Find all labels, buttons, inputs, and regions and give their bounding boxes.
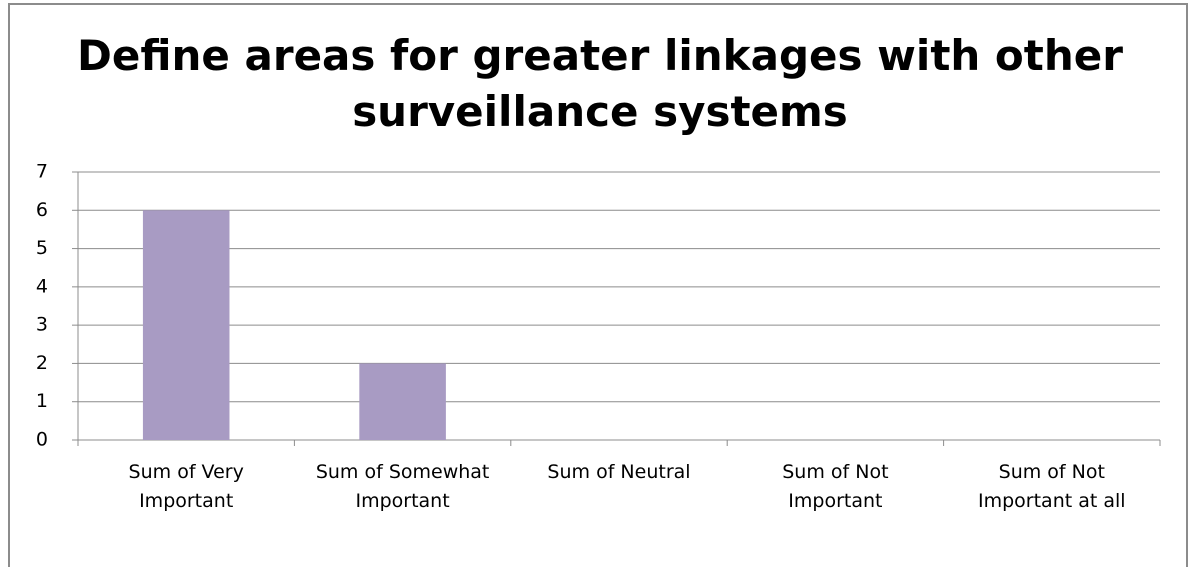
y-tick-label: 3 <box>36 314 48 336</box>
x-tick-label: Sum of Not Important <box>782 461 889 512</box>
y-tick-label: 6 <box>36 199 48 221</box>
y-tick-label: 1 <box>36 390 48 412</box>
y-tick-label: 5 <box>36 237 48 259</box>
bar <box>359 363 446 440</box>
y-tick-label: 4 <box>36 275 48 297</box>
x-tick-label: Sum of Neutral <box>547 461 691 483</box>
x-tick-label: Sum of Very Important <box>128 461 244 512</box>
x-tick-label: Sum of Somewhat Important <box>315 461 490 512</box>
y-tick-label: 2 <box>36 352 48 374</box>
chart-title: Define areas for greater linkages with o… <box>77 31 1123 136</box>
bar <box>142 210 230 440</box>
chart-frame <box>8 3 1188 567</box>
x-tick-label: Sum of Not Important at all <box>978 461 1126 512</box>
y-tick-label: 7 <box>36 161 48 183</box>
y-tick-label: 0 <box>36 429 48 451</box>
